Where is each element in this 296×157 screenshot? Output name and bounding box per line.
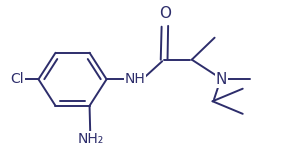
Text: NH: NH	[124, 72, 145, 86]
Text: N: N	[216, 72, 227, 87]
Text: NH₂: NH₂	[77, 132, 103, 146]
Text: O: O	[159, 6, 171, 21]
Text: Cl: Cl	[10, 72, 24, 86]
